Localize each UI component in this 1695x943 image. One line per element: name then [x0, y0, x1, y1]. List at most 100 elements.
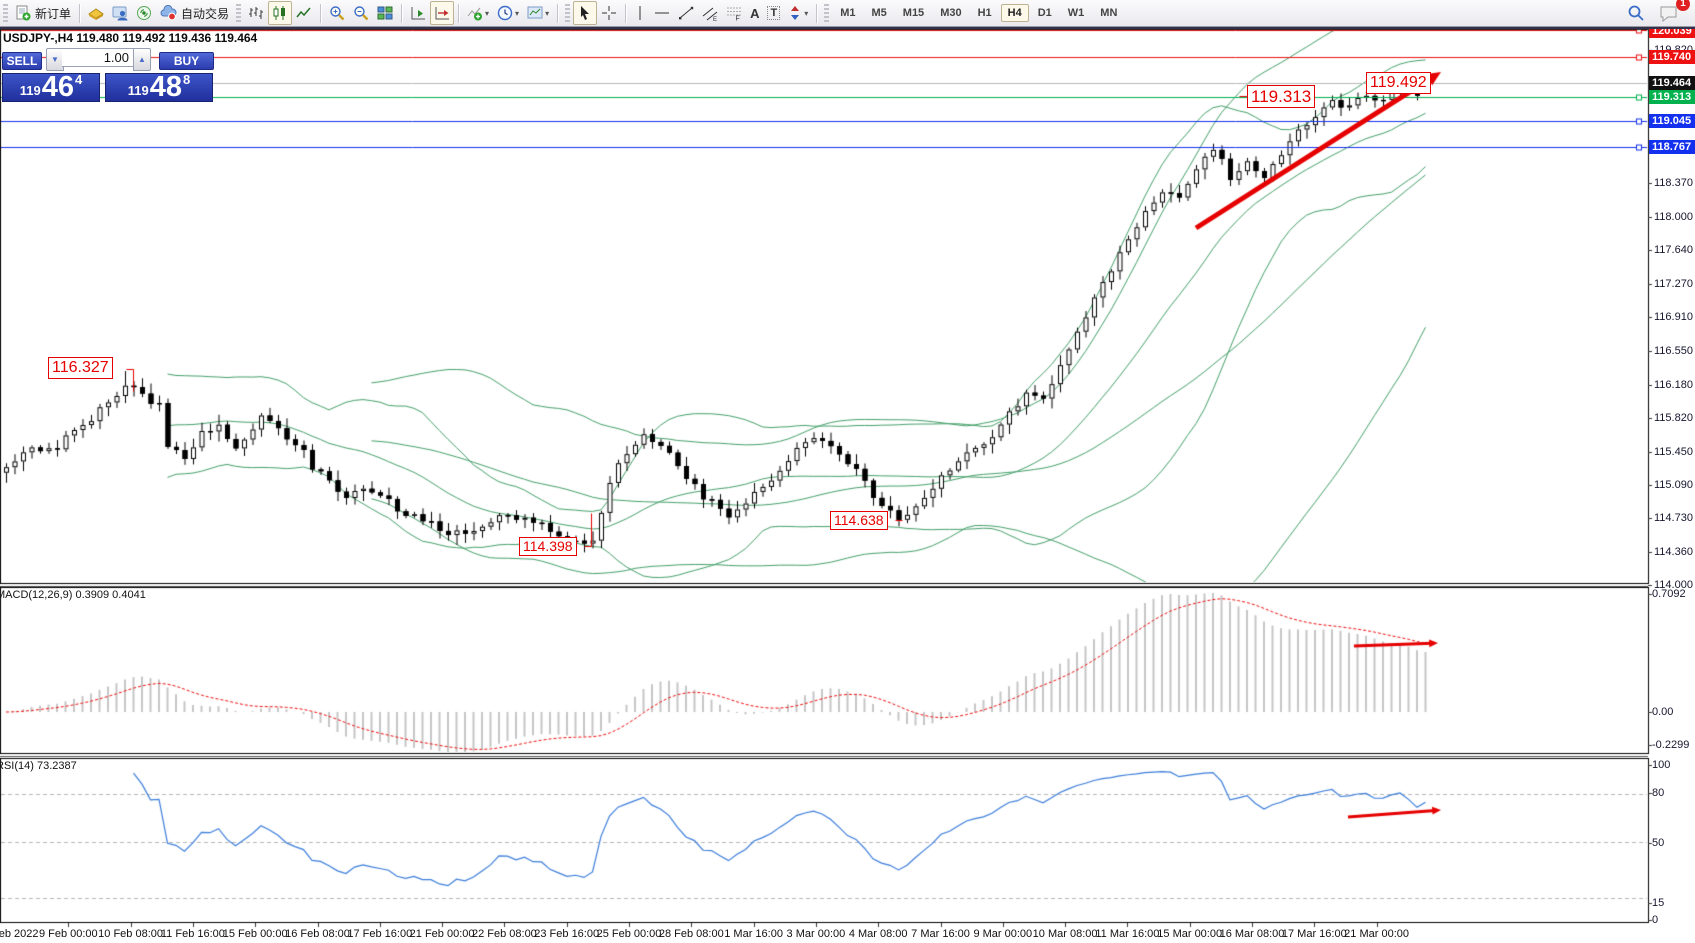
- rsi-axis-label: 100: [1652, 759, 1671, 771]
- line-chart-button[interactable]: [292, 1, 316, 25]
- cursor-icon: [577, 5, 593, 21]
- price-tag: 119.045: [1649, 114, 1695, 129]
- chevron-down-icon[interactable]: ▾: [515, 8, 520, 18]
- new-order-button[interactable]: 新订单: [11, 1, 75, 25]
- sell-price-button[interactable]: 119 46 4: [2, 72, 100, 102]
- vertical-line-button[interactable]: [630, 1, 650, 25]
- chevron-down-icon[interactable]: ▾: [545, 8, 550, 18]
- time-label: 7 Mar 16:00: [911, 928, 970, 940]
- horizontal-line-button[interactable]: [650, 1, 674, 25]
- buy-price-int: 119: [127, 83, 149, 98]
- equidistant-channel-icon: E: [702, 5, 718, 21]
- time-label: 21 Feb 00:00: [409, 928, 475, 940]
- tile-windows-icon: [377, 5, 393, 21]
- time-label: 25 Feb 00:00: [596, 928, 662, 940]
- price-tick-label: 115.450: [1654, 445, 1693, 458]
- timeframe-m1[interactable]: M1: [840, 7, 856, 19]
- sell-price-sup: 4: [75, 72, 83, 87]
- arrows-icon: [788, 5, 802, 21]
- price-annotation: 119.313: [1247, 85, 1316, 108]
- zoom-out-icon: [353, 5, 369, 21]
- price-tick-label: 116.910: [1654, 311, 1693, 324]
- periods-button[interactable]: ▾: [493, 1, 523, 25]
- price-tick-label: 114.000: [1654, 578, 1693, 591]
- time-label: 4 Mar 08:00: [848, 928, 908, 940]
- time-label: 16 Mar 08:00: [1219, 928, 1285, 940]
- equidistant-channel-button[interactable]: E: [698, 1, 722, 25]
- volume-input[interactable]: 1.00: [62, 48, 133, 67]
- signals-icon: [136, 5, 152, 21]
- toolbar-grip: [3, 4, 8, 22]
- search-button[interactable]: [1623, 1, 1649, 25]
- price-tick-label: 115.820: [1654, 411, 1693, 424]
- timeframe-w1[interactable]: W1: [1067, 7, 1085, 19]
- buy-button[interactable]: BUY: [159, 52, 214, 70]
- auto-trading-icon: [160, 5, 177, 21]
- macd-axis-label: -0.2299: [1652, 739, 1690, 751]
- chevron-down-icon[interactable]: ▾: [804, 8, 809, 18]
- notification-badge: 1: [1676, 0, 1690, 11]
- svg-text:F: F: [736, 16, 740, 22]
- arrows-button[interactable]: ▾: [784, 1, 812, 25]
- macd-label: MACD(12,26,9) 0.3909 0.4041: [0, 589, 146, 601]
- fibonacci-button[interactable]: F: [722, 1, 746, 25]
- timeframe-d1[interactable]: D1: [1037, 7, 1052, 19]
- trendline-button[interactable]: [674, 1, 698, 25]
- price-tick-label: 118.370: [1654, 177, 1693, 190]
- chevron-down-icon[interactable]: ▾: [485, 8, 490, 18]
- zoom-out-button[interactable]: [349, 1, 373, 25]
- templates-button[interactable]: ▾: [523, 1, 553, 25]
- price-tick-label: 114.360: [1654, 545, 1693, 558]
- notifications-button[interactable]: 1: [1655, 0, 1690, 25]
- toolbar-grip: [824, 4, 830, 22]
- price-tick-label: 116.550: [1654, 344, 1693, 357]
- candle-chart-button[interactable]: [268, 1, 293, 25]
- time-label: 16 Feb 08:00: [285, 928, 350, 940]
- time-label: Feb 2022: [0, 928, 39, 940]
- cursor-button[interactable]: [573, 1, 598, 25]
- bar-chart-button[interactable]: [244, 1, 268, 25]
- volume-increase-button[interactable]: ▲: [133, 48, 151, 71]
- horizontal-line-icon: [654, 5, 670, 21]
- auto-trading-button[interactable]: 自动交易: [156, 1, 233, 25]
- fibonacci-icon: F: [726, 5, 742, 21]
- timeframe-m15[interactable]: M15: [902, 7, 925, 19]
- timeframe-h4[interactable]: H4: [1000, 4, 1029, 22]
- price-tick-label: 117.270: [1654, 278, 1693, 291]
- text-label-button[interactable]: T: [763, 1, 784, 25]
- trendline-icon: [678, 5, 694, 21]
- price-annotation: 114.638: [830, 511, 888, 530]
- auto-scroll-icon: [434, 6, 450, 21]
- community-button[interactable]: [108, 1, 132, 25]
- indicators-button[interactable]: ▾: [463, 1, 493, 25]
- crosshair-button[interactable]: [597, 1, 621, 25]
- auto-scroll-button[interactable]: [430, 1, 455, 25]
- buy-price-big: 48: [149, 71, 182, 103]
- time-label: 10 Feb 08:00: [98, 928, 164, 940]
- zoom-in-button[interactable]: [325, 1, 349, 25]
- time-label: 15 Mar 00:00: [1157, 928, 1223, 940]
- price-tick-label: 118.000: [1654, 211, 1693, 224]
- time-label: 22 Feb 08:00: [471, 928, 537, 940]
- text-label-icon: T: [767, 6, 781, 20]
- timeframe-m30[interactable]: M30: [940, 7, 962, 19]
- text-button[interactable]: A: [746, 1, 763, 25]
- timeframe-m5[interactable]: M5: [871, 7, 887, 19]
- rsi-axis-label: 50: [1652, 837, 1665, 849]
- time-label: 23 Feb 16:00: [534, 928, 600, 940]
- signals-button[interactable]: [132, 1, 156, 25]
- price-tick-label: 114.730: [1654, 511, 1693, 524]
- timeframe-group: M1 M5 M15 M30 H1 H4 D1 W1 MN: [832, 4, 1125, 22]
- gold-button[interactable]: [84, 1, 108, 25]
- chart-shift-button[interactable]: [406, 1, 430, 25]
- timeframe-mn[interactable]: MN: [1100, 7, 1118, 19]
- buy-price-button[interactable]: 119 48 8: [105, 71, 213, 103]
- vertical-line-icon: [634, 5, 646, 21]
- tile-windows-button[interactable]: [373, 1, 397, 25]
- sell-button[interactable]: SELL: [2, 52, 42, 70]
- rsi-axis-label: 0: [1652, 914, 1659, 926]
- separator: [625, 3, 627, 23]
- timeframe-h1[interactable]: H1: [977, 7, 992, 19]
- time-label: 3 Mar 00:00: [786, 928, 846, 940]
